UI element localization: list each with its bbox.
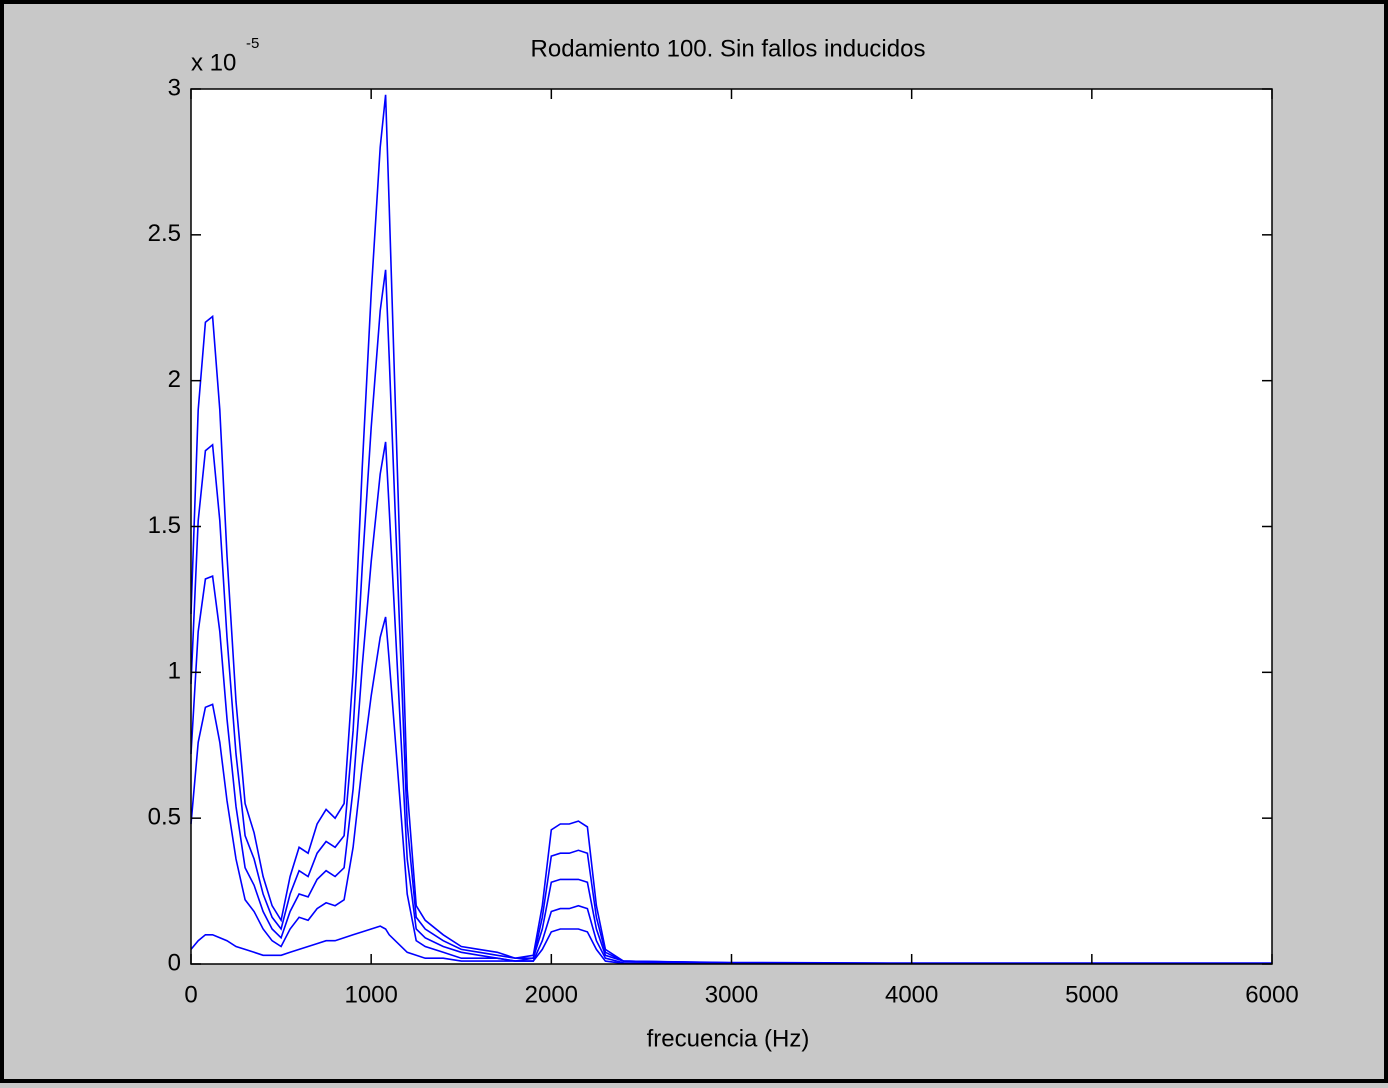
y-multiplier-exponent: -5 bbox=[246, 35, 259, 52]
y-tick-label: 1.5 bbox=[148, 512, 181, 539]
x-tick-label: 6000 bbox=[1245, 981, 1298, 1008]
x-axis-label: frecuencia (Hz) bbox=[647, 1025, 810, 1052]
x-tick-label: 0 bbox=[184, 981, 197, 1008]
y-multiplier: x 10 bbox=[191, 49, 236, 76]
x-tick-label: 3000 bbox=[705, 981, 758, 1008]
chart-title: Rodamiento 100. Sin fallos inducidos bbox=[531, 35, 926, 62]
y-tick-label: 0.5 bbox=[148, 804, 181, 831]
series-line bbox=[190, 269, 1272, 965]
y-tick-label: 1 bbox=[168, 658, 181, 685]
series-line bbox=[190, 616, 1272, 965]
y-tick-label: 0 bbox=[168, 949, 181, 976]
y-tick-label: 3 bbox=[168, 74, 181, 101]
series-line bbox=[190, 925, 1272, 965]
x-tick-label: 2000 bbox=[525, 981, 578, 1008]
x-tick-label: 5000 bbox=[1065, 981, 1118, 1008]
y-tick-label: 2.5 bbox=[148, 220, 181, 247]
series-line bbox=[190, 94, 1272, 964]
y-tick-label: 2 bbox=[168, 366, 181, 393]
plot-area bbox=[191, 89, 1272, 964]
series-line bbox=[190, 441, 1272, 965]
x-tick-label: 4000 bbox=[885, 981, 938, 1008]
x-tick-label: 1000 bbox=[344, 981, 397, 1008]
